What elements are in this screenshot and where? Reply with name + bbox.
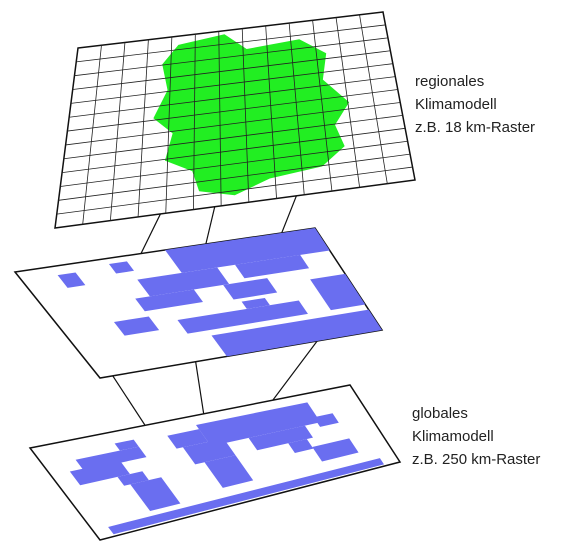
grid-line [288,23,305,195]
grid-line [109,42,126,221]
label-line: Klimamodell [412,428,494,445]
layers [13,11,416,541]
grid-line [241,28,250,203]
land [114,439,139,451]
grid-line [62,127,406,174]
land [223,278,278,300]
regional-label: regionales Klimamodell z.B. 18 km-Raster [415,73,535,136]
grid-line [60,140,408,187]
grid-line [56,166,413,215]
grid-line [69,76,396,118]
land [312,438,359,462]
land [235,254,310,279]
grid-line [335,17,361,188]
grid-line [74,37,388,77]
label-line: z.B. 18 km-Raster [415,119,535,136]
land [182,438,236,465]
land [196,402,321,447]
label-line: z.B. 250 km-Raster [412,451,540,468]
land [135,289,203,312]
grid-line [82,45,102,225]
grid-line [265,25,277,199]
grid-line [72,50,391,90]
grid-line [76,24,386,63]
land [177,300,308,334]
grid-line [58,153,411,201]
land [117,471,149,486]
grid-line [67,89,398,132]
global-label: globales Klimamodell z.B. 250 km-Raster [412,405,540,468]
grid-line [359,14,388,184]
grid-line [70,63,393,104]
land [69,460,130,486]
land [211,309,382,357]
land [241,297,270,309]
grid-line [65,102,401,146]
land [313,413,339,427]
land [137,267,230,297]
land [310,273,366,311]
grid-line [63,114,403,160]
land [108,261,134,274]
land [288,439,314,453]
label-line: regionales [415,73,484,90]
land [113,316,160,336]
grid-line [218,31,222,206]
grid-line [165,36,173,214]
grid-line [312,20,333,192]
label-line: Klimamodell [415,96,497,113]
land [165,228,330,273]
land [75,446,147,471]
land [130,477,181,512]
land [248,425,313,451]
land [108,458,384,535]
grid-line [137,39,149,217]
land [167,429,208,449]
land [57,272,86,288]
label-line: globales [412,405,468,422]
land [204,455,254,488]
grid-line [193,34,196,210]
